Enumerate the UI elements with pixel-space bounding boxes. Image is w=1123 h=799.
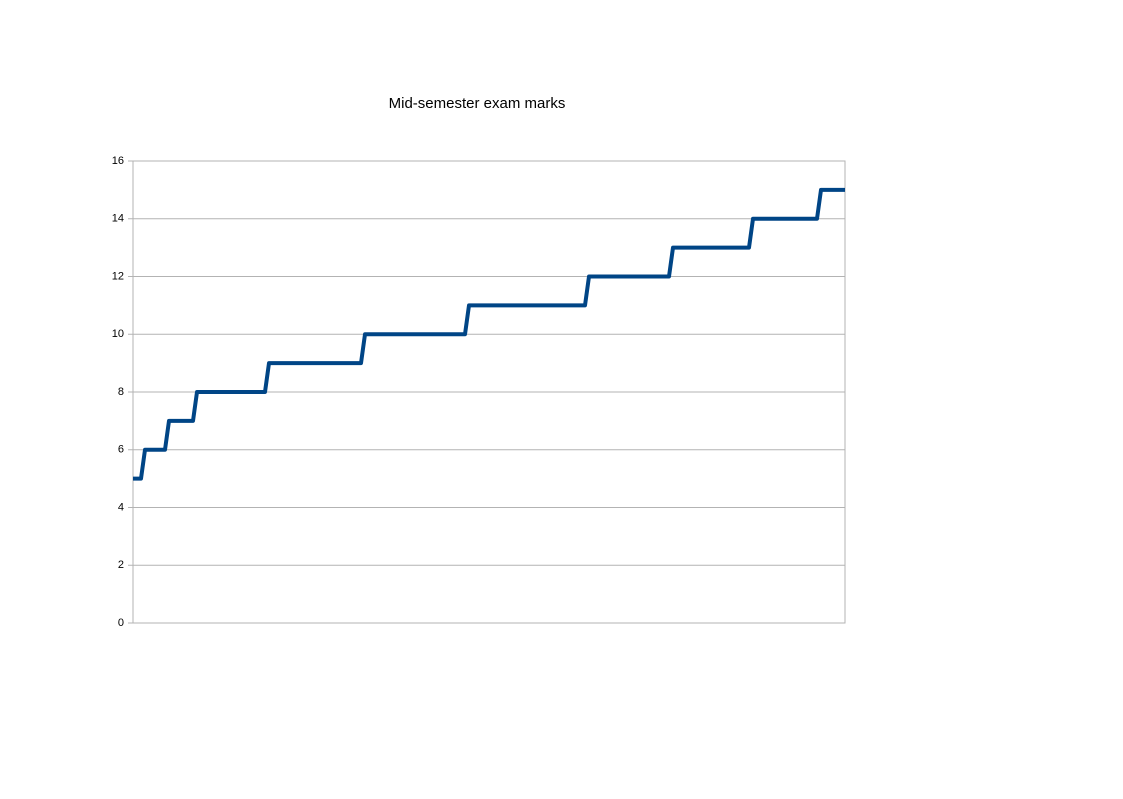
y-tick-label: 10 [112, 328, 124, 340]
plot-frame [132, 160, 846, 624]
y-tick-label: 6 [118, 444, 124, 456]
y-tick-label: 4 [118, 501, 124, 513]
y-tick-label: 2 [118, 559, 124, 571]
y-tick-label: 8 [118, 386, 124, 398]
y-tick-label: 12 [112, 270, 124, 282]
y-tick-label: 0 [118, 617, 124, 629]
y-tick-label: 16 [112, 155, 124, 167]
data-line [133, 187, 845, 481]
chart-title: Mid-semester exam marks [389, 95, 566, 112]
y-tick-label: 14 [112, 213, 124, 225]
